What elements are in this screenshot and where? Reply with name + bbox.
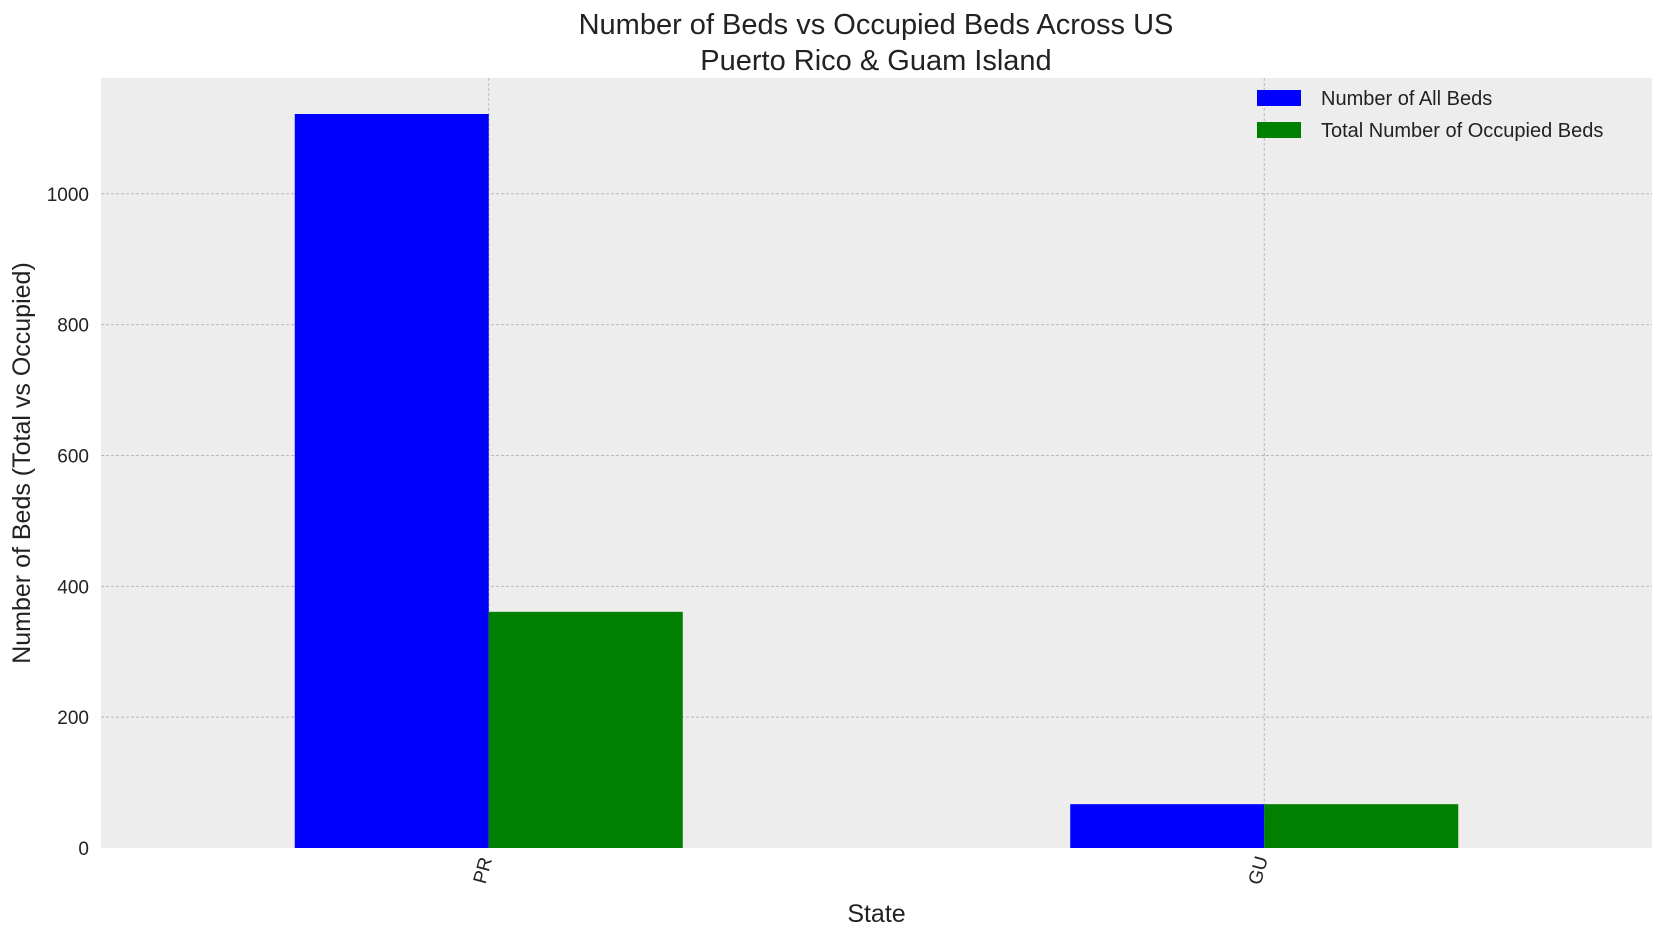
y-tick-label: 0 (78, 839, 89, 860)
legend-swatch (1257, 122, 1301, 138)
legend-label: Total Number of Occupied Beds (1321, 120, 1603, 142)
chart-title-line-2: Puerto Rico & Guam Island (700, 45, 1051, 77)
y-tick-label: 200 (57, 708, 89, 729)
bar-pr-series-1 (294, 113, 489, 848)
bars (294, 113, 1459, 848)
y-axis-ticks: 0 200 400 600 800 1000 (47, 185, 89, 860)
y-tick-label: 400 (57, 577, 89, 598)
x-tick-label: GU (1245, 854, 1273, 887)
y-tick-label: 1000 (47, 185, 89, 206)
y-axis-label: Number of Beds (Total vs Occupied) (8, 262, 36, 664)
chart-title-line-1: Number of Beds vs Occupied Beds Across U… (579, 9, 1174, 41)
x-axis-ticks: PR GU (470, 854, 1273, 887)
legend: Number of All Beds Total Number of Occupi… (1257, 88, 1603, 142)
legend-label: Number of All Beds (1321, 88, 1492, 110)
y-tick-label: 800 (57, 316, 89, 337)
legend-swatch (1257, 90, 1301, 106)
y-tick-label: 600 (57, 446, 89, 467)
bar-gu-series-1 (1070, 804, 1265, 848)
x-tick-label: PR (470, 855, 497, 886)
bar-gu-series-2 (1264, 804, 1459, 848)
x-axis-label: State (847, 900, 905, 928)
bar-pr-series-2 (488, 611, 683, 848)
